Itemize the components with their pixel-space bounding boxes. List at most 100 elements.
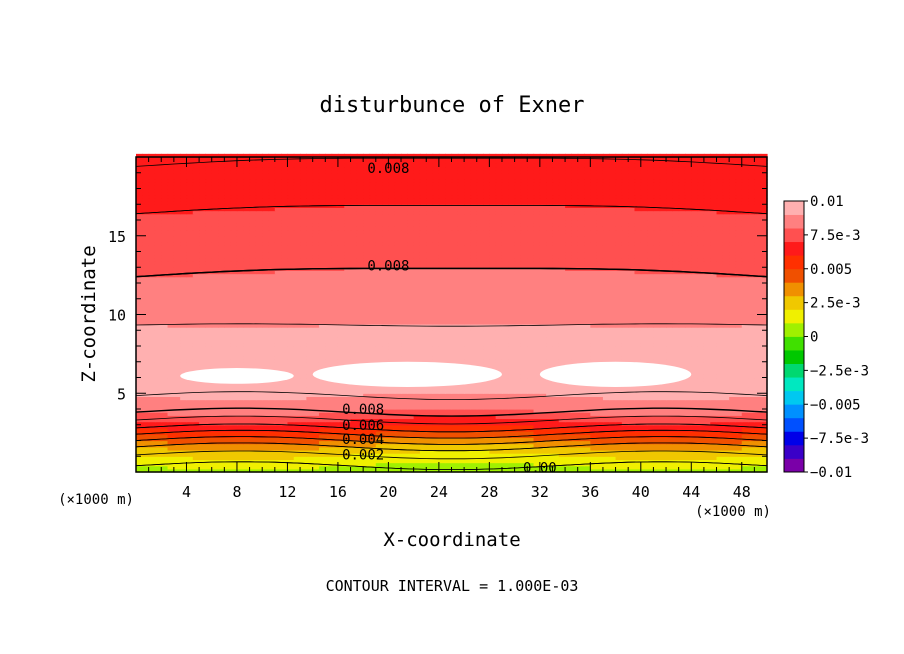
- heat-cell: [255, 418, 263, 423]
- heat-cell: [445, 402, 453, 407]
- heat-cell: [546, 427, 554, 432]
- heat-cell: [628, 355, 636, 360]
- heat-cell: [653, 456, 661, 460]
- heat-cell: [577, 412, 585, 416]
- heat-cell: [640, 412, 648, 416]
- heat-cell: [666, 342, 673, 347]
- heat-cell: [464, 320, 472, 325]
- heat-cell: [628, 399, 636, 404]
- heat-cell: [281, 383, 289, 388]
- heat-cell: [136, 399, 143, 404]
- heat-cell: [211, 320, 219, 325]
- heat-cell: [300, 402, 307, 407]
- heat-cell: [741, 352, 749, 357]
- heat-cell: [445, 415, 453, 420]
- heat-cell: [445, 462, 453, 467]
- heat-cell: [672, 415, 680, 420]
- heat-cell: [262, 399, 270, 404]
- heat-cell: [678, 349, 686, 353]
- heat-cell: [609, 330, 617, 334]
- heat-cell: [703, 418, 711, 423]
- heat-cell: [407, 459, 415, 464]
- heat-cell: [268, 459, 276, 464]
- heat-cell: [337, 459, 345, 464]
- heat-cell: [192, 364, 200, 369]
- heat-cell: [748, 377, 755, 382]
- heat-cell: [274, 443, 282, 448]
- heat-cell: [205, 333, 213, 338]
- heat-cell: [148, 383, 156, 388]
- heat-cell: [729, 361, 737, 366]
- heat-cell: [173, 402, 181, 407]
- heat-cell: [281, 390, 289, 394]
- heat-cell: [356, 399, 364, 404]
- heat-cell: [268, 427, 276, 432]
- heat-cell: [565, 320, 572, 325]
- heat-cell: [192, 358, 200, 363]
- heat-cell: [501, 327, 509, 331]
- heat-cell: [464, 431, 472, 435]
- heat-cell: [609, 386, 617, 391]
- heat-cell: [684, 386, 692, 391]
- heat-cell: [495, 327, 503, 331]
- heat-cell: [363, 412, 371, 416]
- heat-cell: [312, 364, 320, 369]
- heat-cell: [331, 396, 339, 401]
- heat-cell: [647, 440, 655, 445]
- heat-cell: [413, 427, 421, 432]
- heat-cell: [710, 434, 718, 438]
- heat-cell: [501, 371, 509, 375]
- heat-cell: [356, 386, 364, 391]
- heat-cell: [476, 459, 484, 464]
- heat-cell: [312, 380, 320, 385]
- heat-cell: [647, 336, 655, 341]
- heat-cell: [647, 468, 655, 473]
- heat-cell: [205, 320, 213, 325]
- heat-cell: [634, 405, 642, 410]
- heat-cell: [558, 355, 566, 360]
- heat-cell: [539, 465, 547, 470]
- heat-cell: [501, 434, 509, 438]
- heat-cell: [722, 396, 730, 401]
- heat-cell: [363, 393, 371, 397]
- heat-cell: [527, 386, 535, 391]
- heat-cell: [363, 330, 371, 334]
- heat-cell: [546, 386, 554, 391]
- heat-cell: [199, 431, 207, 435]
- heat-cell: [678, 424, 686, 429]
- heat-cell: [318, 352, 326, 357]
- heat-cell: [741, 320, 749, 325]
- heat-cell: [300, 349, 307, 353]
- heat-cell: [205, 336, 213, 341]
- heat-cell: [476, 446, 484, 451]
- heat-cell: [577, 323, 585, 328]
- heat-cell: [609, 412, 617, 416]
- heat-cell: [224, 333, 232, 338]
- heat-cell: [161, 352, 169, 357]
- heat-cell: [754, 443, 762, 448]
- heat-cell: [344, 427, 352, 432]
- heat-cell: [205, 314, 213, 319]
- heat-cell: [224, 349, 232, 353]
- heat-cell: [495, 431, 503, 435]
- heat-cell: [558, 327, 566, 331]
- heat-cell: [609, 421, 617, 426]
- heat-cell: [571, 396, 579, 401]
- heat-cell: [584, 333, 591, 338]
- heat-cell: [281, 314, 289, 319]
- heat-cell: [501, 320, 509, 325]
- heat-cell: [760, 402, 768, 407]
- heat-cell: [407, 443, 415, 448]
- heat-cell: [621, 327, 629, 331]
- heat-cell: [754, 377, 762, 382]
- heat-cell: [684, 396, 692, 401]
- heat-cell: [703, 453, 711, 457]
- heat-cell: [268, 336, 276, 341]
- heat-cell: [249, 418, 257, 423]
- heat-cell: [350, 317, 358, 322]
- heat-cell: [293, 333, 301, 338]
- heat-cell: [760, 421, 768, 426]
- heat-cell: [350, 415, 358, 420]
- heat-cell: [628, 320, 636, 325]
- heat-cell: [760, 364, 768, 369]
